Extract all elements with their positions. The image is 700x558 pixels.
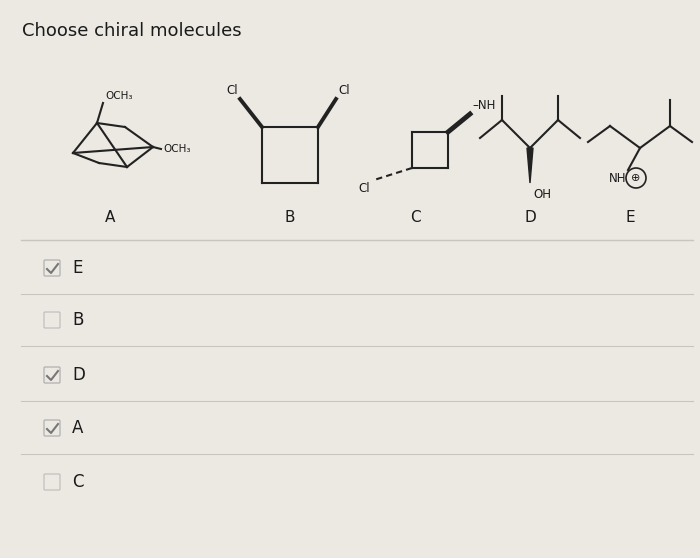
FancyBboxPatch shape [44, 367, 60, 383]
Text: E: E [72, 259, 83, 277]
Text: C: C [410, 210, 420, 225]
FancyBboxPatch shape [44, 420, 60, 436]
Text: A: A [72, 419, 83, 437]
Text: ⊕: ⊕ [631, 173, 640, 183]
Text: C: C [72, 473, 83, 491]
Text: Cl: Cl [226, 84, 238, 97]
Polygon shape [527, 148, 533, 183]
Text: B: B [72, 311, 83, 329]
Text: –NH: –NH [472, 99, 496, 112]
Text: Cl: Cl [358, 182, 370, 195]
FancyBboxPatch shape [44, 312, 60, 328]
Text: B: B [285, 210, 295, 225]
Text: OCH₃: OCH₃ [105, 91, 132, 101]
Text: E: E [625, 210, 635, 225]
FancyBboxPatch shape [44, 260, 60, 276]
Text: A: A [105, 210, 116, 225]
Text: OH: OH [533, 188, 551, 201]
Text: Choose chiral molecules: Choose chiral molecules [22, 22, 241, 40]
Text: D: D [72, 366, 85, 384]
FancyBboxPatch shape [44, 474, 60, 490]
Text: Cl: Cl [338, 84, 349, 97]
Text: D: D [524, 210, 536, 225]
Text: NH: NH [608, 172, 626, 185]
Text: OCH₃: OCH₃ [163, 144, 190, 154]
